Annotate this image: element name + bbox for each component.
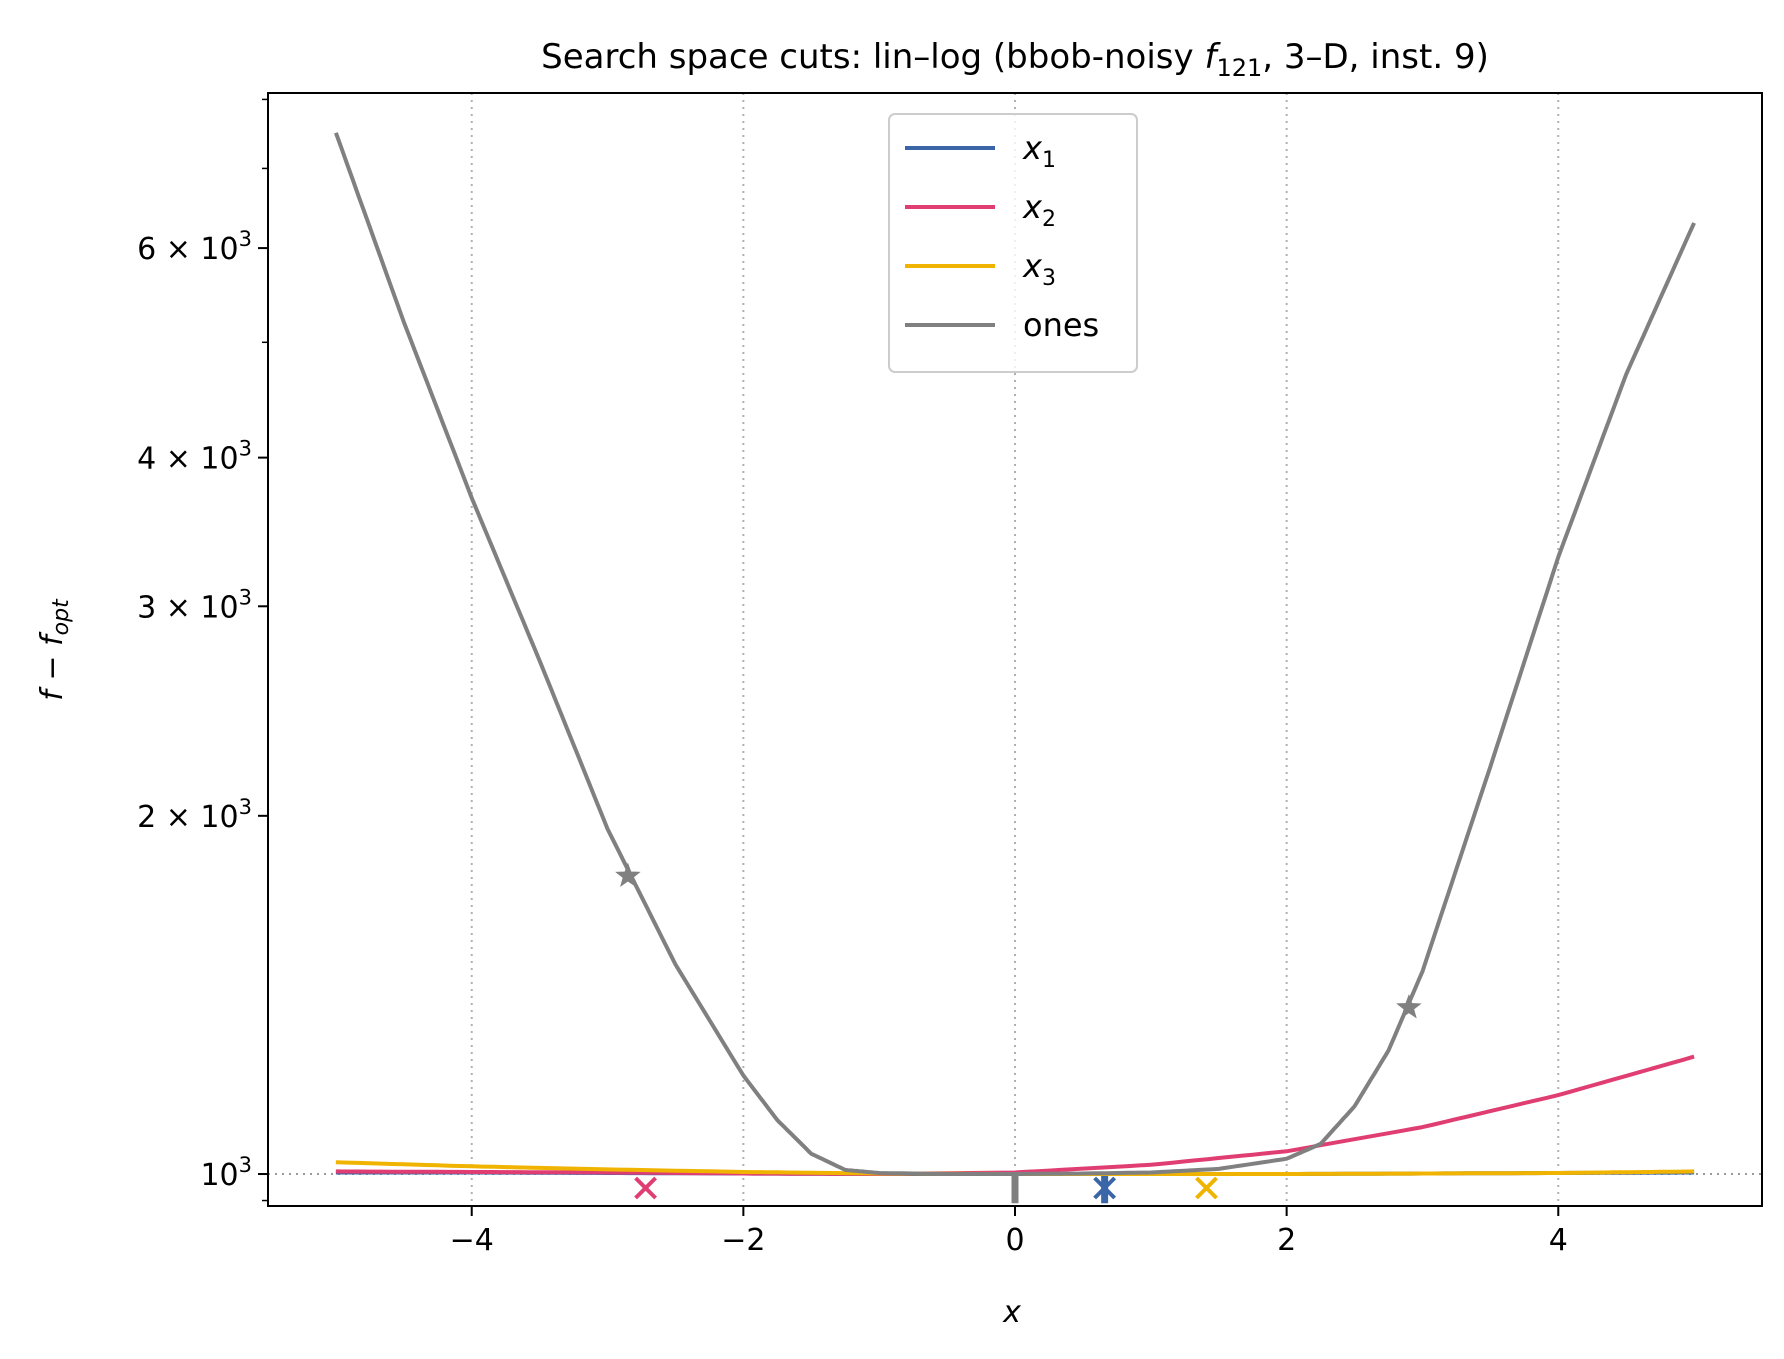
- optimum-marker-x3: [1195, 1176, 1218, 1200]
- marker-layer: [615, 862, 1422, 1200]
- y-tick-label: 4 × 103: [137, 437, 252, 477]
- marker-stroke: [1093, 1176, 1117, 1200]
- legend-label-ones: ones: [1023, 306, 1099, 344]
- y-tick-label: 3 × 103: [137, 585, 252, 625]
- y-tick-label: 2 × 103: [137, 795, 252, 835]
- legend-label-x2: x2: [1022, 188, 1056, 232]
- y-axis-ticks: 103 2 × 103 3 × 103 4 × 103 6 × 103: [137, 98, 268, 1202]
- x-tick-label: −4: [450, 1223, 494, 1258]
- star-marker-ones: [615, 862, 641, 887]
- y-tick-label: 6 × 103: [137, 227, 252, 267]
- x-tick-label: 4: [1549, 1223, 1568, 1258]
- y-tick-label: 103: [200, 1153, 252, 1193]
- legend: x1 x2 x3 ones: [888, 113, 1138, 373]
- optimum-marker-x1: [1093, 1176, 1117, 1200]
- x-tick-label: −2: [721, 1223, 765, 1258]
- series-layer: [334, 132, 1696, 1204]
- marker-stroke: [634, 1176, 657, 1200]
- x-tick-label: 2: [1277, 1223, 1296, 1258]
- series-line-ones: [334, 132, 1696, 1176]
- optimum-marker-x2: [634, 1176, 657, 1200]
- x-axis-ticks: −4 −2 0 2 4: [450, 1206, 1568, 1258]
- legend-label-x1: x1: [1022, 129, 1056, 173]
- x-tick-label: 0: [1005, 1223, 1024, 1258]
- marker-stroke: [1195, 1176, 1218, 1200]
- legend-label-x3: x3: [1022, 247, 1056, 291]
- x-axis-label: x: [1002, 1295, 1021, 1330]
- legend-frame: [888, 113, 1138, 373]
- star-marker-ones: [1396, 994, 1422, 1019]
- y-axis-label: f − fopt: [35, 598, 74, 701]
- chart-title: Search space cuts: lin–log (bbob-noisy f…: [541, 37, 1489, 82]
